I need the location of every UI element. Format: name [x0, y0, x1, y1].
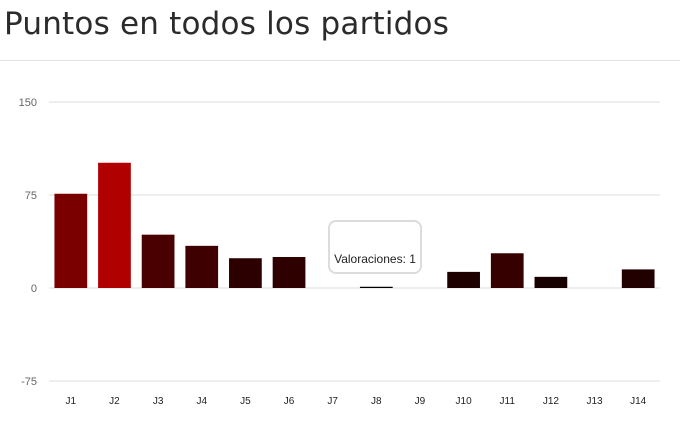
x-tick-label: J14	[630, 396, 647, 407]
x-tick-label: J1	[66, 396, 77, 407]
bar-j6[interactable]	[272, 257, 306, 288]
title-divider	[0, 60, 680, 61]
x-tick-label: J10	[456, 396, 473, 407]
bar-j5[interactable]	[229, 258, 262, 288]
y-axis-ticks: 150 75 0 -75	[19, 97, 37, 388]
y-tick-label: 150	[19, 97, 37, 109]
x-tick-label: J6	[284, 396, 295, 407]
y-tick-label: 75	[25, 190, 37, 202]
x-tick-label: J7	[327, 396, 338, 407]
x-axis-ticks: J1 J2 J3 J4 J5 J6 J7 J8 J9 J10 J11 J12 J13 J14	[66, 396, 647, 407]
x-tick-label: J8	[371, 396, 382, 407]
bar-j4[interactable]	[185, 245, 219, 288]
bar-tooltip: Valoraciones: 1	[328, 220, 422, 274]
y-tick-label: -75	[21, 376, 37, 388]
bar-j11[interactable]	[490, 253, 524, 288]
x-tick-label: J5	[240, 396, 251, 407]
x-tick-label: J13	[586, 396, 603, 407]
y-tick-label: 0	[31, 283, 37, 295]
x-tick-label: J11	[500, 396, 516, 407]
x-tick-label: J3	[153, 396, 164, 407]
bar-j14[interactable]	[621, 269, 655, 288]
x-tick-label: J12	[543, 396, 560, 407]
x-tick-label: J9	[415, 396, 426, 407]
bar-j12[interactable]	[534, 276, 568, 288]
bar-j2[interactable]	[98, 162, 131, 288]
bar-j8[interactable]	[359, 286, 393, 288]
bar-j10[interactable]	[447, 271, 480, 288]
chart-bars	[54, 162, 655, 288]
bar-j3[interactable]	[141, 234, 175, 288]
x-tick-label: J4	[196, 396, 207, 407]
bar-j1[interactable]	[54, 193, 88, 288]
x-tick-label: J2	[109, 396, 120, 407]
page-title: Puntos en todos los partidos	[4, 6, 450, 42]
